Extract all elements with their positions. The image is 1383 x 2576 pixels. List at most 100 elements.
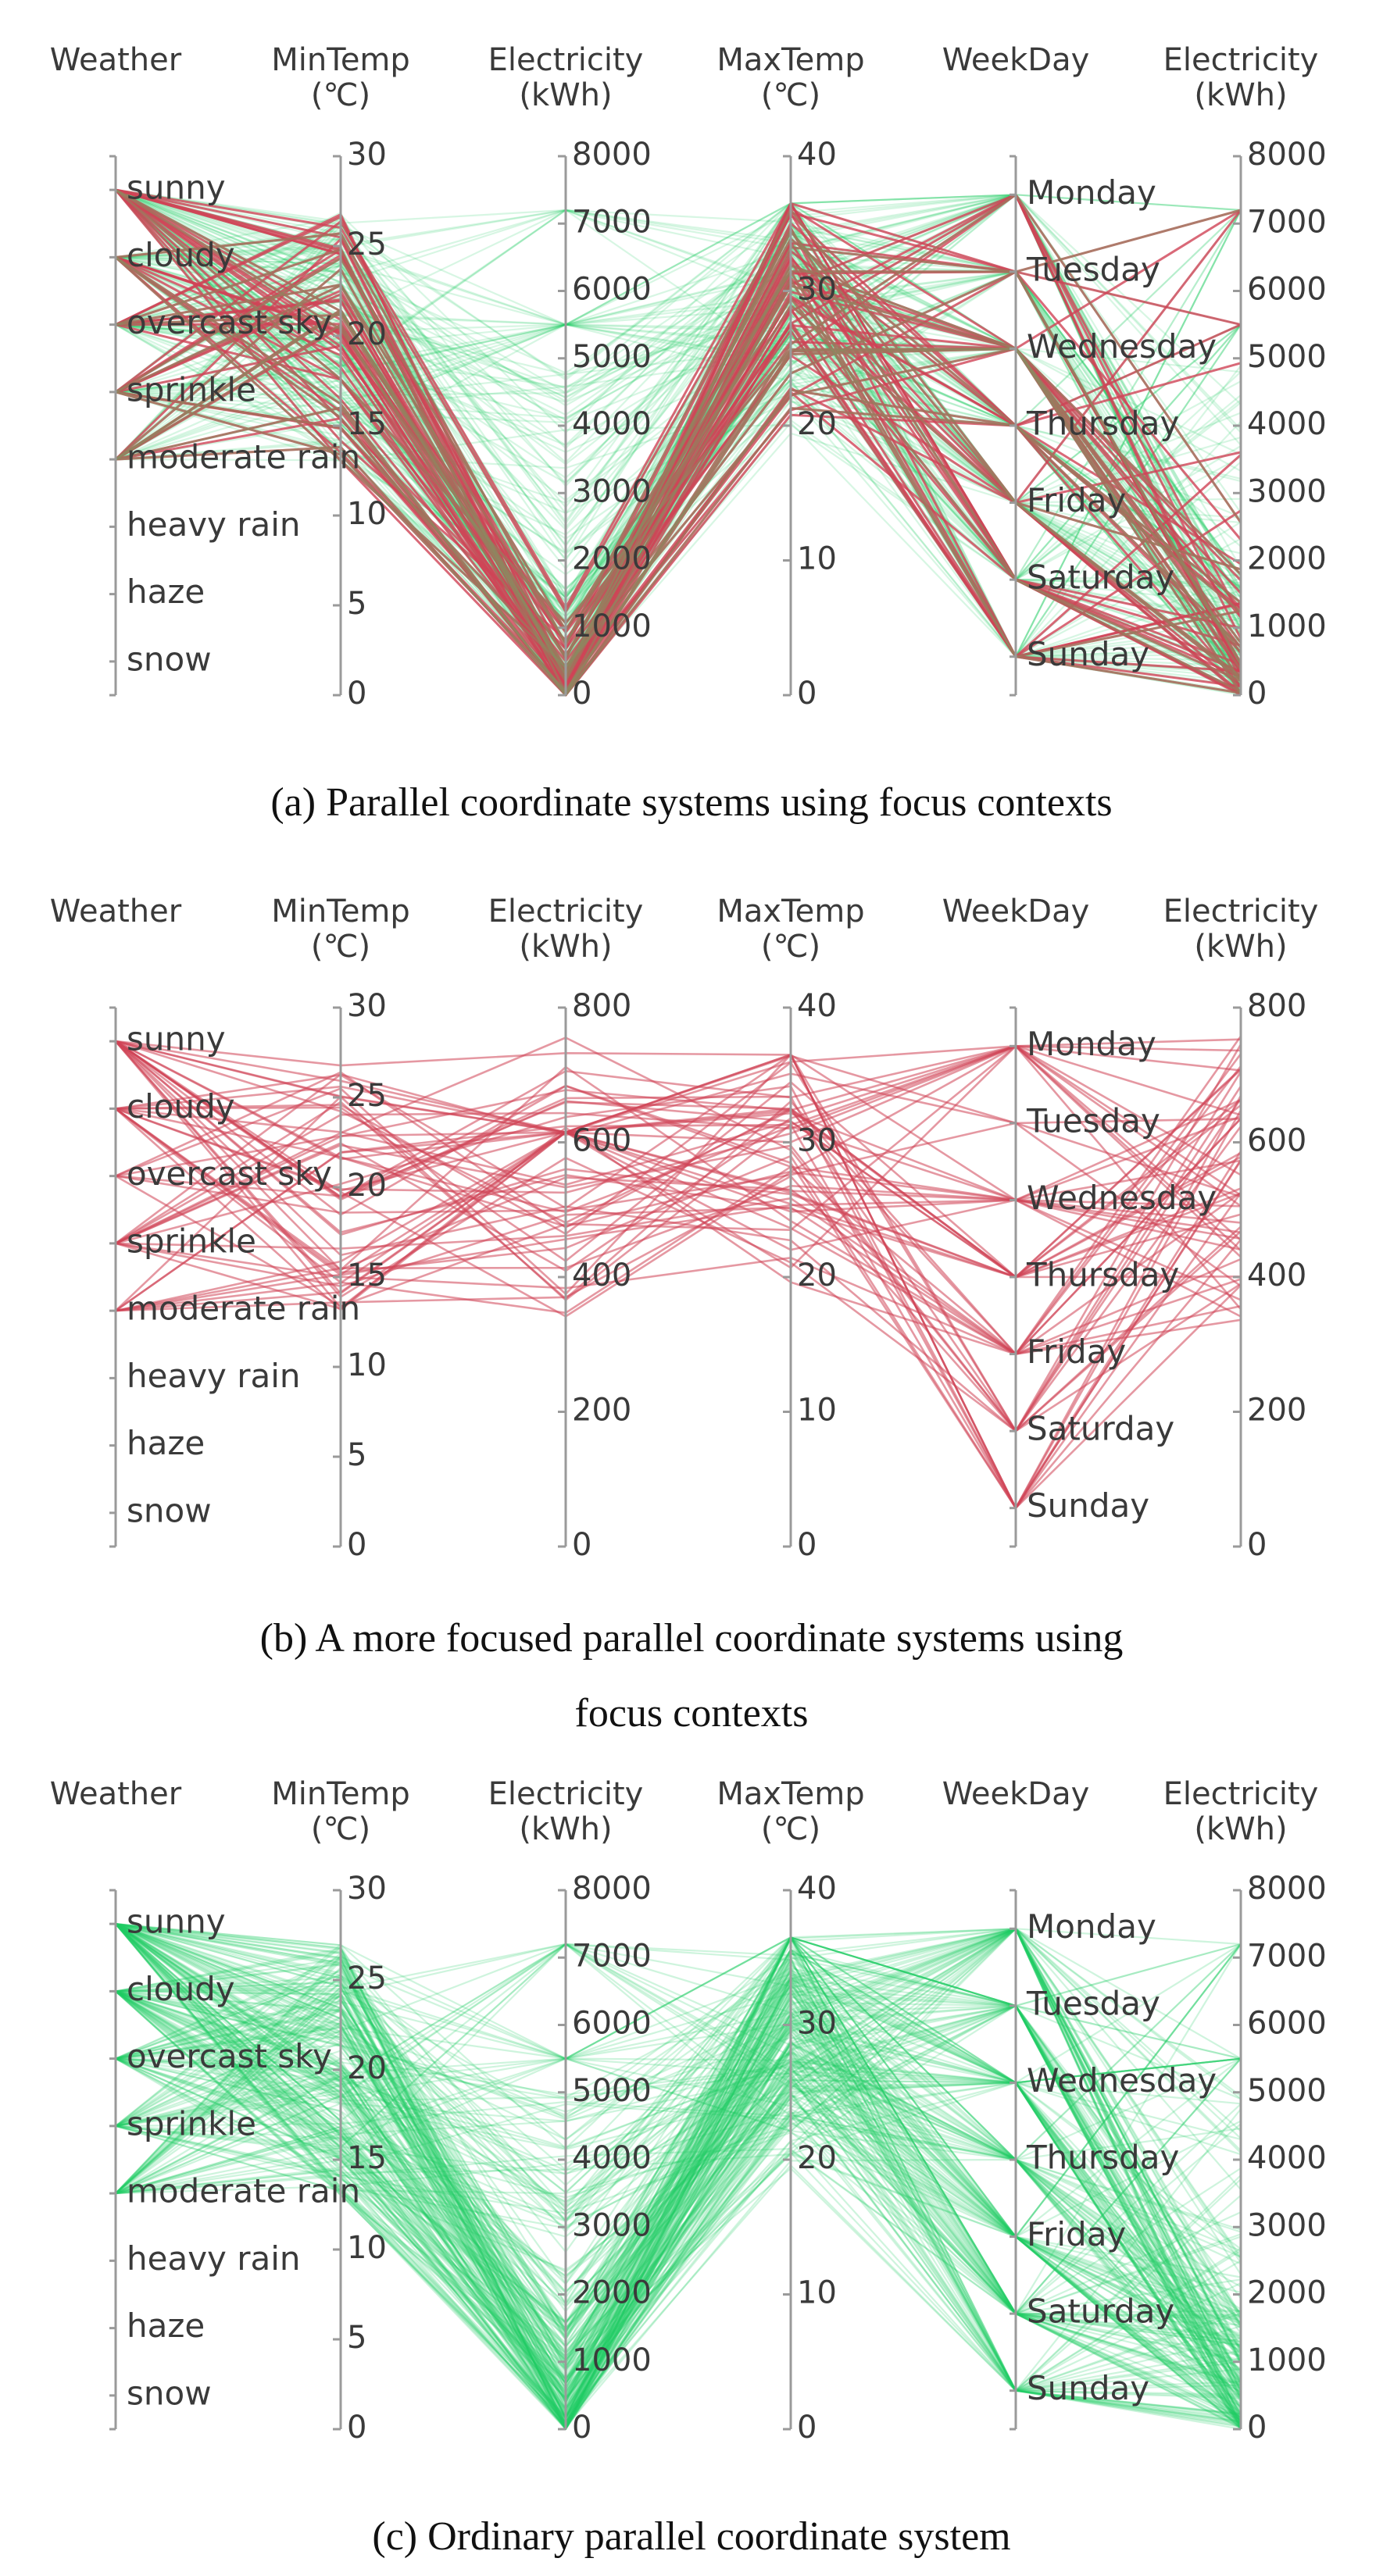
dimension-title: Electricity [488, 42, 644, 78]
record-line [115, 2082, 1242, 2195]
record-line [115, 1928, 1242, 2421]
record-line [115, 1936, 1242, 2343]
category-label: moderate rain [127, 438, 360, 476]
tick-label: 1000 [1247, 2342, 1327, 2378]
tick-label: 30 [797, 2006, 837, 2042]
record-line [115, 209, 1242, 662]
record-line [115, 1968, 1242, 2361]
record-line [115, 2046, 1242, 2392]
record-line [115, 1923, 1242, 2307]
category-label: Sunday [1027, 1486, 1149, 1525]
record-line [115, 2114, 1242, 2393]
tick-label: 30 [347, 1871, 387, 1907]
record-line [115, 1978, 1242, 2419]
record-line [115, 1923, 1242, 2427]
tick-label: 6000 [572, 272, 652, 308]
record-line [115, 2055, 1242, 2428]
dimension-title: Electricity [1163, 894, 1319, 929]
record-line [115, 1976, 1242, 2233]
category-label: haze [127, 1424, 205, 1462]
axis-weekday: Monday Tuesday Wednesday Thursday Friday Satu… [1010, 1006, 1217, 1548]
tick-label: 600 [1247, 1123, 1306, 1159]
tick-label: 5 [347, 1437, 366, 1473]
record-line [115, 2021, 1242, 2429]
record-line [115, 202, 1242, 504]
record-line [115, 1982, 1242, 2424]
record-line [115, 1928, 1242, 2430]
record-line [115, 1928, 1242, 2384]
dimension-unit: (kWh) [1194, 77, 1287, 113]
record-line [115, 256, 1242, 696]
record-line [115, 1923, 1242, 2424]
record-line [115, 1936, 1242, 2418]
record-line [115, 189, 1242, 518]
dimension-title: Weather [50, 42, 182, 78]
record-line [115, 1040, 1242, 1355]
record-line [115, 2004, 1242, 2405]
record-line [115, 1936, 1242, 2396]
record-line [115, 1971, 1242, 2429]
caption-c: (c) Ordinary parallel coordinate system [0, 2499, 1383, 2574]
record-line [115, 1100, 1242, 1355]
record-line [115, 1040, 1242, 1240]
category-label: snow [127, 1491, 212, 1529]
record-line [115, 2050, 1242, 2428]
record-line [115, 1990, 1242, 2430]
record-line [115, 1978, 1242, 2398]
record-line [115, 1990, 1242, 2341]
record-line [115, 2110, 1242, 2431]
record-line [115, 1928, 1242, 2427]
record-line [115, 1986, 1242, 2417]
axis-mintemp: 0 5 10 15 20 25 30 [333, 988, 387, 1563]
category-label: Saturday [1027, 1410, 1174, 1448]
record-line [115, 1923, 1242, 2421]
record-line [115, 1928, 1242, 2403]
record-line [115, 1949, 1242, 2429]
dimension-title: Weather [50, 894, 182, 929]
category-label: Monday [1027, 1025, 1156, 1063]
tick-label: 20 [347, 1168, 387, 1204]
record-line [115, 269, 1242, 633]
tick-label: 10 [797, 2275, 837, 2311]
record-line [115, 189, 1242, 598]
record-line [115, 1923, 1242, 2422]
record-line [115, 189, 1242, 586]
record-line [115, 1965, 1242, 2370]
record-line [115, 1947, 1242, 2430]
tick-label: 20 [797, 406, 837, 442]
record-line [115, 1126, 1242, 1432]
tick-label: 5 [347, 586, 366, 622]
record-line [115, 1923, 1242, 2398]
category-label: haze [127, 573, 205, 611]
tick-label: 10 [347, 1347, 387, 1383]
tick-label: 3000 [1247, 2207, 1327, 2243]
record-line [115, 1040, 1242, 1318]
record-line [114, 189, 1242, 680]
tick-label: 400 [572, 1258, 631, 1293]
record-line [115, 189, 1242, 653]
record-line [115, 1923, 1242, 2403]
dimension-title: MaxTemp [717, 42, 864, 78]
tick-label: 20 [347, 2050, 387, 2086]
record-line [115, 1923, 1242, 2386]
record-line [115, 1923, 1242, 2407]
record-line [115, 2004, 1242, 2351]
record-line [115, 1045, 1242, 1272]
record-line [115, 1943, 1242, 2382]
record-line [115, 1923, 1242, 2418]
tick-label: 40 [797, 1871, 837, 1907]
record-line [115, 256, 1242, 696]
record-line [115, 2062, 1242, 2405]
tick-label: 40 [797, 988, 837, 1024]
record-line [115, 1923, 1242, 2400]
record-line [115, 1923, 1242, 2408]
record-line [115, 2013, 1242, 2385]
record-line [115, 1923, 1242, 2418]
record-line [115, 1982, 1242, 2361]
record-line [115, 256, 1242, 694]
tick-label: 6000 [1247, 272, 1327, 308]
record-line [115, 1923, 1242, 2401]
tick-label: 6000 [572, 2006, 652, 2042]
record-line [115, 1990, 1242, 2392]
record-line [115, 1961, 1242, 2363]
